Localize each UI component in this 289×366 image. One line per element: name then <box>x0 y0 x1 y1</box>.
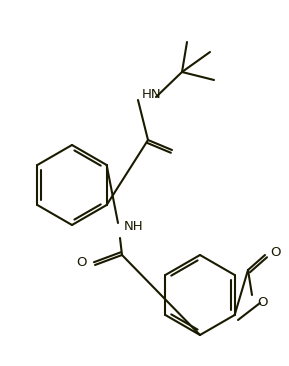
Text: O: O <box>270 246 281 258</box>
Text: O: O <box>77 257 87 269</box>
Text: HN: HN <box>142 89 162 101</box>
Text: NH: NH <box>124 220 144 234</box>
Text: O: O <box>257 296 268 310</box>
